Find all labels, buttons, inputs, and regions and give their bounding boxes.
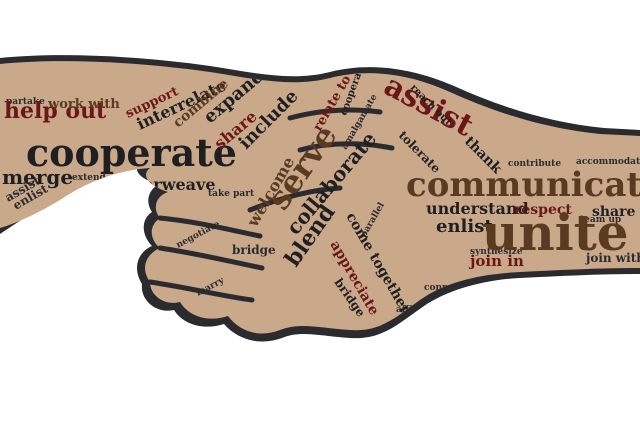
word-contribute: contribute <box>508 159 561 169</box>
word-bridge: bridge <box>232 243 276 257</box>
word-enlist: enlist <box>436 216 493 237</box>
word-take-part: take part <box>208 189 255 199</box>
finger-lines <box>147 107 395 303</box>
word-work-with: work with <box>47 97 120 112</box>
word-merge: merge <box>2 165 73 189</box>
word-extend: extend <box>72 173 107 183</box>
hands-skin <box>0 61 640 334</box>
word-cooperate: cooperate <box>26 130 237 175</box>
word-join-with: join with <box>585 251 640 265</box>
word-join-in: join in <box>468 252 524 270</box>
word-team-up: team up <box>580 215 621 225</box>
word-respect: respect <box>514 202 572 218</box>
word-accommodate: accommodate <box>576 157 640 167</box>
word-partake: partake <box>6 97 45 107</box>
word-synthesize: synthesize <box>470 247 523 257</box>
word-unite: unite <box>482 203 629 262</box>
word-share-right: share <box>592 204 636 220</box>
word-help-out: help out <box>4 98 107 124</box>
word-understand: understand <box>426 199 529 218</box>
word-communicate: communicate <box>406 165 640 205</box>
